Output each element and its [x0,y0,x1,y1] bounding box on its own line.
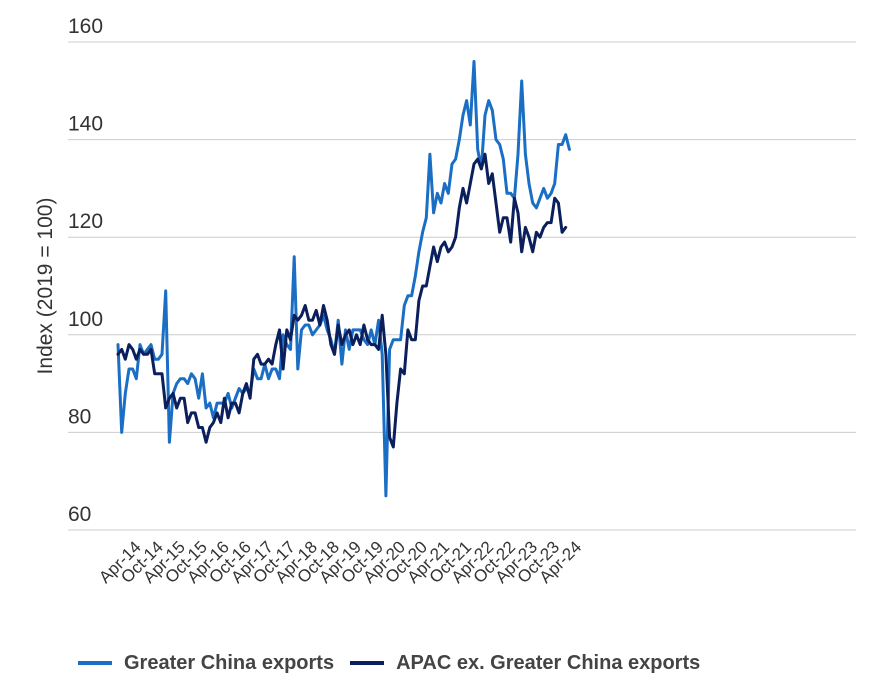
series-lines [116,60,571,498]
legend: Greater China exports APAC ex. Greater C… [78,648,878,678]
legend-label-apac-ex-china: APAC ex. Greater China exports [396,651,701,674]
y-tick-label: 160 [68,15,103,38]
gridlines [68,41,856,531]
series-line-apac-ex-china [116,152,568,449]
legend-label-greater-china: Greater China exports [124,651,335,674]
legend-swatch-greater-china [78,661,112,665]
y-axis-title: Index (2019 = 100) [34,198,57,375]
legend-item-greater-china: Greater China exports [78,652,334,675]
y-tick-label: 140 [68,113,103,136]
y-axis-ticks: 60 80 100 120 140 160 [68,15,103,526]
x-axis-ticks: Apr-14Oct-14Apr-15Oct-15Apr-16Oct-16Apr-… [95,537,585,587]
series-line-greater-china [116,60,571,498]
legend-item-apac-ex-china: APAC ex. Greater China exports [350,652,700,675]
y-tick-label: 100 [68,308,103,331]
y-tick-label: 120 [68,210,103,233]
y-tick-label: 80 [68,405,91,428]
legend-swatch-apac-ex-china [350,661,385,665]
y-tick-label: 60 [68,503,91,526]
